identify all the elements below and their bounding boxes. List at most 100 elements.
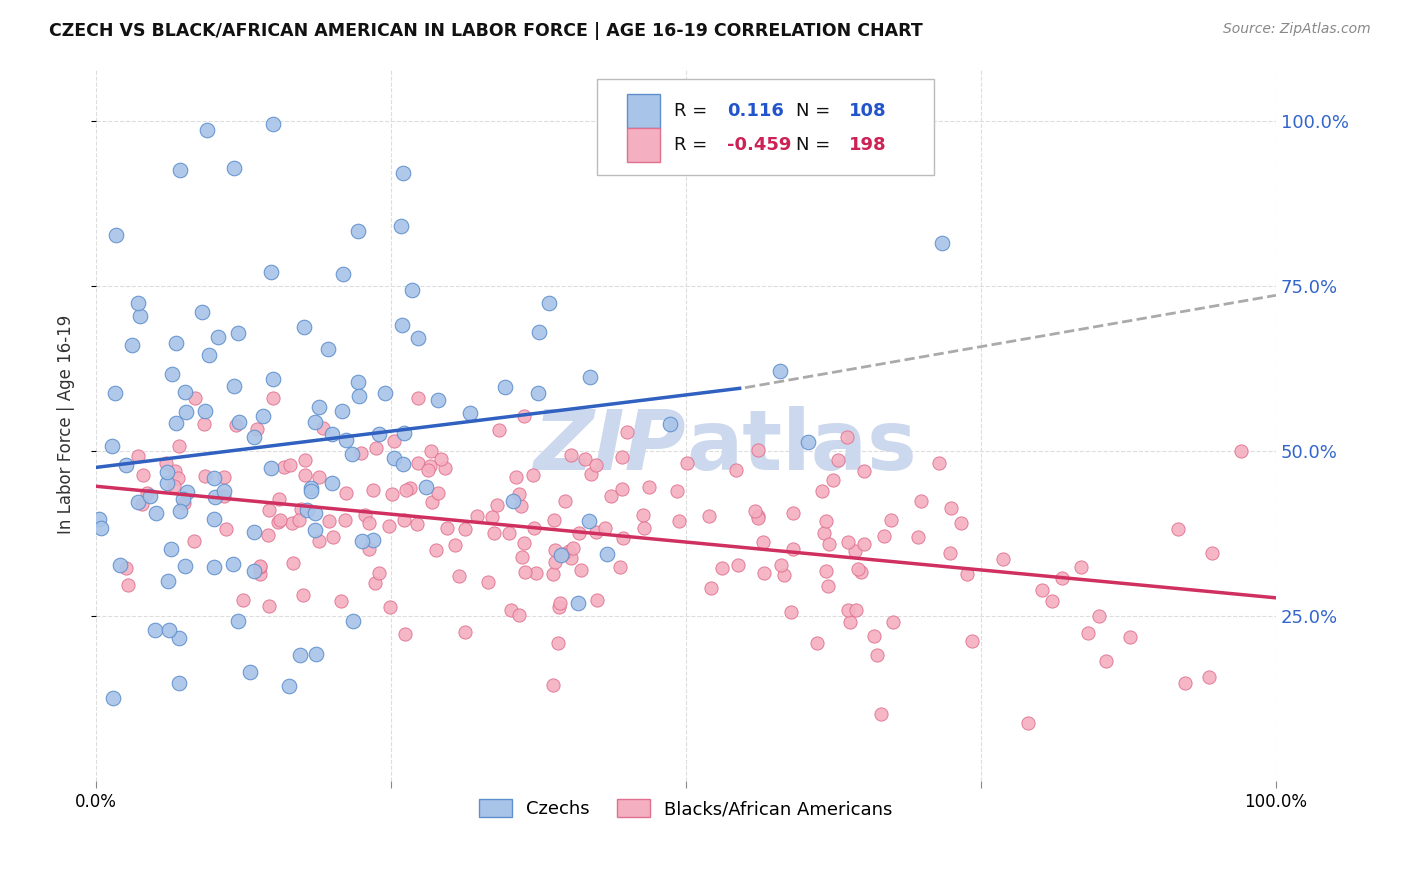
Point — [202, 511, 225, 525]
Point — [513, 409, 536, 423]
Point — [481, 510, 503, 524]
Point — [849, 565, 872, 579]
Point — [676, 456, 699, 470]
Point — [392, 513, 415, 527]
Point — [162, 367, 184, 381]
Point — [174, 405, 197, 419]
Point — [505, 470, 527, 484]
Point — [299, 481, 322, 495]
Point — [160, 541, 183, 556]
Point — [866, 648, 889, 662]
Text: R =: R = — [675, 103, 707, 120]
Point — [249, 559, 271, 574]
Point — [173, 496, 195, 510]
Point — [544, 543, 567, 558]
Point — [488, 423, 510, 437]
Point — [335, 433, 357, 447]
Point — [173, 384, 195, 399]
Point — [127, 295, 149, 310]
Point — [195, 123, 218, 137]
Point — [257, 503, 280, 517]
Point — [853, 464, 876, 478]
Text: N =: N = — [796, 136, 830, 153]
Point — [1050, 571, 1073, 585]
Point — [392, 166, 415, 180]
Point — [710, 561, 733, 575]
Point — [700, 582, 723, 596]
Point — [226, 614, 249, 628]
Point — [910, 493, 932, 508]
Point — [501, 603, 523, 617]
Point — [1229, 444, 1251, 458]
Point — [578, 514, 600, 528]
Point — [949, 516, 972, 530]
Point — [547, 635, 569, 649]
Point — [382, 451, 405, 466]
Point — [444, 538, 467, 552]
Point — [579, 370, 602, 384]
Point — [498, 525, 520, 540]
Point — [194, 404, 217, 418]
Point — [527, 386, 550, 401]
Point — [340, 446, 363, 460]
Point — [377, 519, 399, 533]
Point — [537, 296, 560, 310]
Point — [780, 605, 803, 619]
Point — [772, 568, 794, 582]
Point — [612, 531, 634, 545]
Point — [243, 524, 266, 539]
Point — [454, 624, 477, 639]
Point — [420, 494, 443, 508]
Text: 108: 108 — [849, 103, 886, 120]
Point — [568, 526, 591, 541]
Point — [257, 528, 280, 542]
Point — [398, 481, 420, 495]
Point — [394, 626, 416, 640]
Point — [252, 409, 274, 424]
Point — [104, 385, 127, 400]
Point — [330, 404, 353, 418]
Point — [569, 563, 592, 577]
Point — [283, 557, 305, 571]
Point — [567, 596, 589, 610]
Point — [165, 335, 187, 350]
Point — [278, 458, 301, 472]
Point — [243, 430, 266, 444]
Point — [744, 503, 766, 517]
Point — [557, 544, 579, 558]
Point — [101, 690, 124, 705]
Point — [574, 451, 596, 466]
Point — [249, 566, 271, 581]
Point — [308, 401, 330, 415]
Point — [797, 434, 820, 449]
Point — [818, 537, 841, 551]
Text: N =: N = — [796, 103, 830, 120]
Point — [433, 460, 456, 475]
Point — [477, 575, 499, 590]
Point — [522, 468, 544, 483]
Point — [132, 467, 155, 482]
Point — [405, 517, 427, 532]
Point — [89, 512, 111, 526]
Point — [260, 461, 283, 475]
Point — [354, 508, 377, 522]
Point — [165, 464, 187, 478]
Point — [616, 425, 638, 439]
Point — [350, 446, 373, 460]
Point — [848, 562, 870, 576]
Point — [361, 533, 384, 547]
Point — [447, 569, 470, 583]
Point — [550, 548, 572, 562]
Point — [586, 592, 609, 607]
Point — [166, 471, 188, 485]
Point — [668, 514, 690, 528]
Point — [357, 541, 380, 556]
Point — [579, 467, 602, 481]
Point — [1174, 676, 1197, 690]
Point — [305, 647, 328, 661]
Point — [769, 364, 792, 378]
Point — [330, 594, 353, 608]
Point — [928, 456, 950, 470]
Point — [941, 500, 963, 515]
Point — [752, 534, 775, 549]
